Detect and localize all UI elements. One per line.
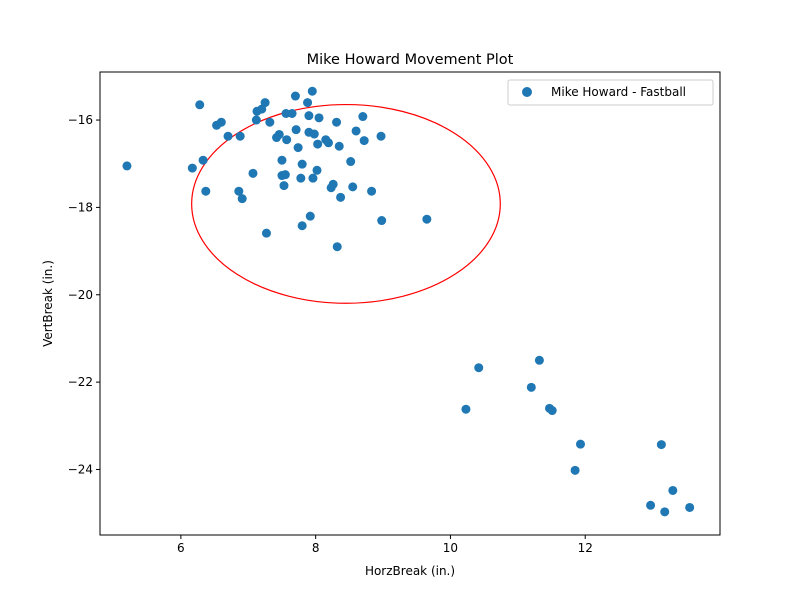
data-point: [280, 170, 290, 180]
data-point: [223, 131, 233, 141]
data-point: [122, 161, 132, 171]
data-point: [293, 143, 303, 153]
data-point: [237, 194, 247, 204]
data-point: [348, 182, 358, 192]
data-point: [248, 168, 258, 178]
legend-label: Mike Howard - Fastball: [551, 85, 686, 99]
data-point: [251, 115, 261, 125]
x-tick-label: 10: [443, 541, 458, 555]
data-point: [198, 155, 208, 165]
data-point: [305, 211, 315, 221]
data-point: [351, 126, 361, 136]
data-point: [376, 131, 386, 141]
data-point: [307, 86, 317, 96]
data-point: [296, 173, 306, 183]
data-point: [314, 113, 324, 123]
data-point: [308, 173, 318, 183]
data-point: [290, 91, 300, 101]
data-point: [334, 141, 344, 151]
y-tick-label: −24: [68, 462, 93, 476]
data-point: [656, 440, 666, 450]
data-point: [367, 186, 377, 196]
data-point: [422, 214, 432, 224]
y-axis-ticks: −16 −18 −20 −22 −24: [68, 113, 100, 476]
legend-box: [507, 79, 714, 106]
legend: Mike Howard - Fastball: [507, 79, 714, 106]
x-axis-label: HorzBreak (in.): [365, 564, 455, 578]
legend-marker: [522, 87, 532, 97]
data-point: [261, 228, 271, 238]
data-point: [576, 439, 585, 449]
data-point: [279, 181, 289, 191]
data-point: [547, 406, 557, 416]
data-point: [304, 111, 314, 121]
data-point: [461, 404, 471, 414]
data-point: [201, 186, 211, 196]
x-tick-label: 8: [312, 541, 320, 555]
data-point: [359, 136, 369, 146]
data-point: [526, 382, 536, 392]
data-point: [274, 129, 284, 139]
y-axis-label: VertBreak (in.): [41, 260, 55, 347]
data-point: [265, 117, 275, 127]
y-tick-label: −22: [68, 375, 93, 389]
y-tick-label: −16: [68, 113, 93, 127]
chart-title: Mike Howard Movement Plot: [307, 52, 514, 68]
data-point: [297, 221, 307, 231]
data-point: [328, 179, 338, 189]
data-point: [297, 159, 307, 169]
data-point: [332, 242, 342, 252]
x-tick-label: 12: [578, 541, 593, 555]
data-point: [323, 138, 333, 148]
data-point: [685, 502, 695, 512]
data-point: [336, 192, 346, 202]
y-tick-label: −18: [68, 200, 93, 214]
data-point: [570, 465, 580, 475]
data-point: [377, 216, 387, 226]
data-point: [474, 363, 484, 373]
data-point: [646, 500, 656, 510]
data-point: [187, 163, 197, 173]
data-point: [309, 129, 319, 139]
data-point: [260, 98, 270, 108]
data-point: [282, 135, 292, 145]
data-point: [287, 108, 297, 118]
data-point: [346, 157, 356, 167]
data-point: [313, 139, 323, 149]
data-point: [277, 155, 287, 165]
data-point: [668, 485, 678, 495]
plot-area: [99, 71, 721, 536]
data-point: [234, 186, 244, 196]
data-point: [332, 117, 342, 127]
data-point: [291, 125, 301, 135]
data-point: [303, 98, 313, 108]
data-point: [312, 165, 322, 175]
data-point: [195, 100, 205, 110]
confidence-ellipse: [191, 103, 501, 304]
data-point: [358, 112, 368, 122]
y-tick-label: −20: [68, 288, 93, 302]
fastball-points: [122, 86, 695, 517]
data-point: [660, 507, 670, 517]
x-axis-ticks: 6 8 10 12: [177, 535, 593, 555]
x-tick-label: 6: [177, 541, 185, 555]
data-point: [534, 355, 544, 365]
data-point: [235, 131, 245, 141]
data-point: [216, 117, 226, 127]
